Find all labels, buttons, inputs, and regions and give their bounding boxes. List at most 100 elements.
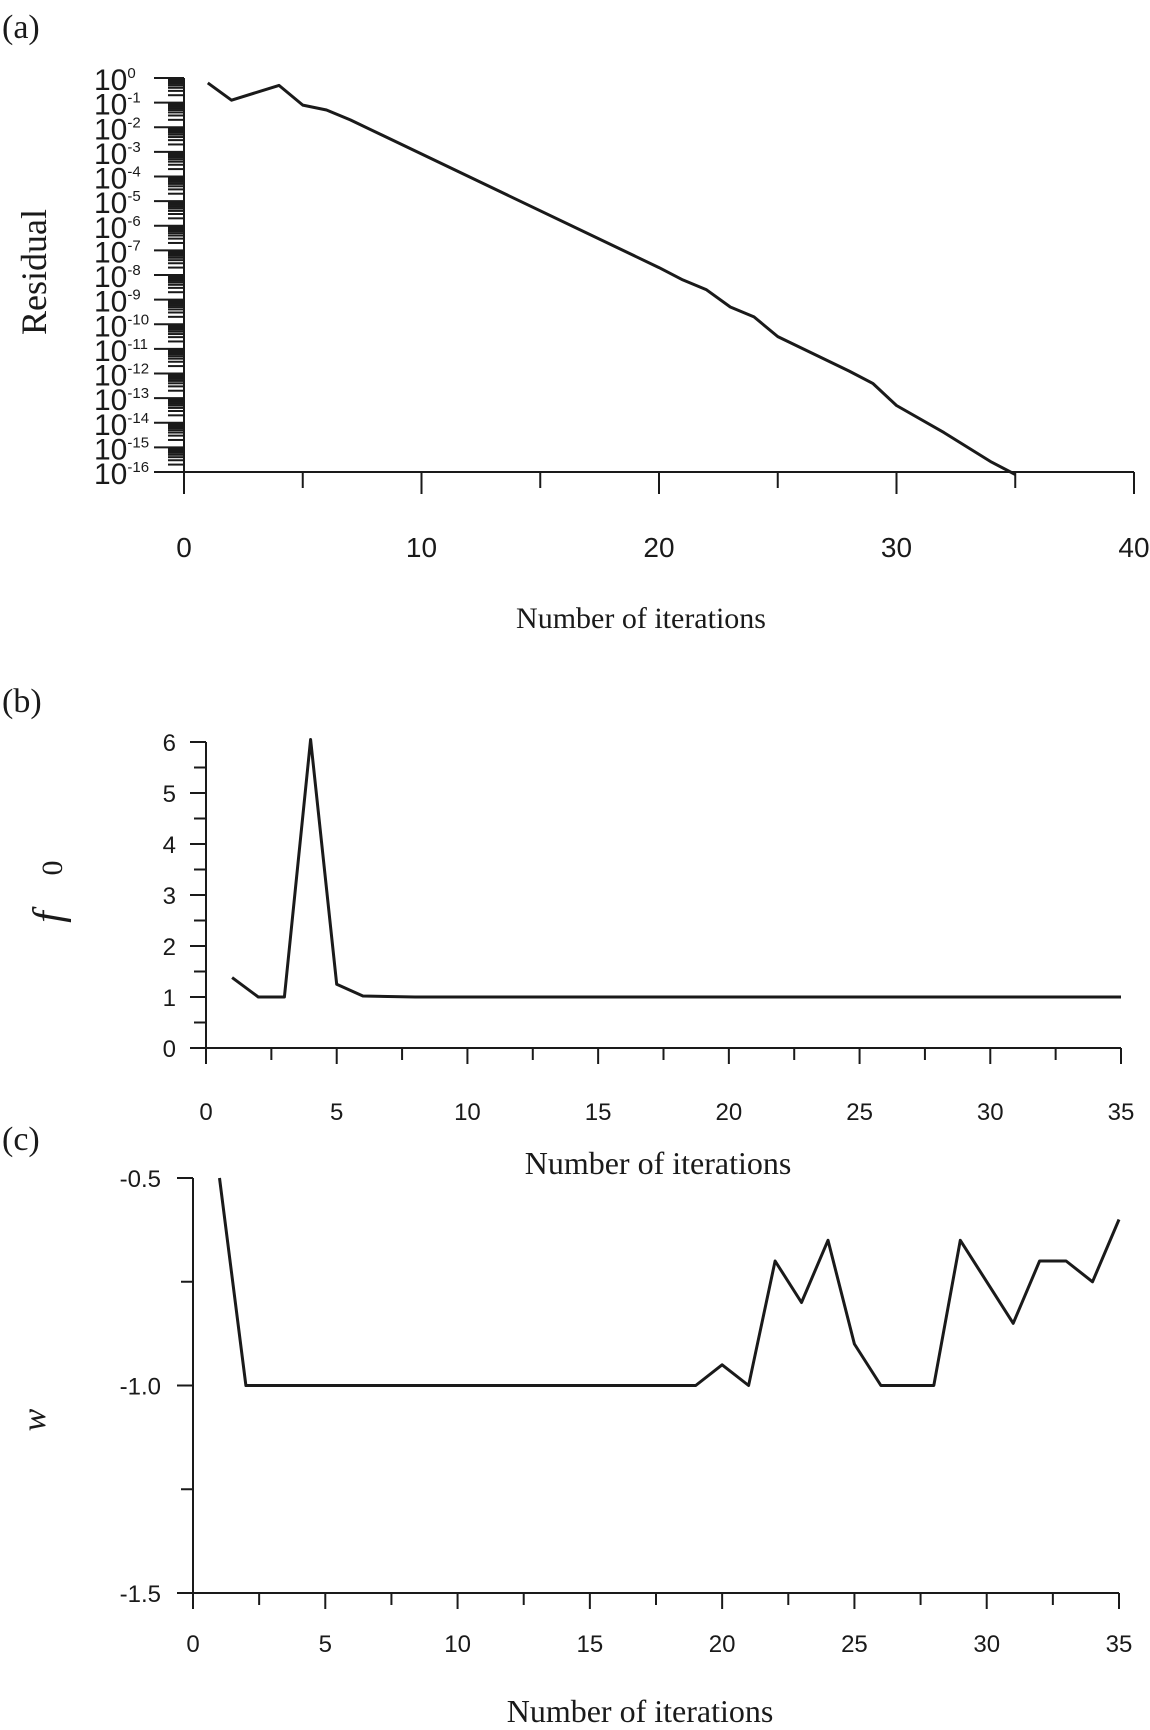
x-tick-label-b: 15 <box>585 1099 612 1126</box>
x-tick-label-a: 20 <box>643 532 674 563</box>
y-tick-label-a: 10-10 <box>94 310 149 343</box>
y-tick-label-a: 10-16 <box>94 458 149 491</box>
y-tick-label-a-exponent: -14 <box>127 410 149 427</box>
axis-ticks-c <box>177 1177 1120 1609</box>
y-tick-label-a-exponent: -7 <box>127 237 140 254</box>
y-tick-label-a: 10-6 <box>94 212 141 245</box>
y-tick-label-a-base: 10 <box>94 409 127 442</box>
y-tick-label-a: 10-13 <box>94 384 149 417</box>
y-tick-label-a-base: 10 <box>94 212 127 245</box>
y-tick-label-a-base: 10 <box>94 138 127 171</box>
x-tick-label-c: 10 <box>444 1631 471 1658</box>
y-tick-label-a-exponent: -11 <box>127 336 148 353</box>
y-tick-label-b: 1 <box>163 985 176 1012</box>
x-axis-label-c: Number of iterations <box>507 1693 774 1729</box>
w-series-line <box>218 1177 1121 1387</box>
y-tick-label-a-base: 10 <box>94 64 127 97</box>
y-tick-label-a: 10-9 <box>94 286 141 319</box>
panel-b: (b) f 0 Number of iterations 0 5 10 15 20 25 3… <box>2 683 1134 1181</box>
y-tick-label-a-base: 10 <box>94 187 127 220</box>
y-tick-label-a-exponent: -1 <box>127 90 140 107</box>
x-tick-labels-a: 0 10 20 30 40 <box>176 532 1149 563</box>
y-tick-label-c: -1.5 <box>120 1581 161 1608</box>
y-tick-label-a: 10-8 <box>94 261 141 294</box>
y-tick-label-a-base: 10 <box>94 310 127 343</box>
y-tick-label-a: 10-14 <box>94 409 149 442</box>
y-tick-label-a: 10-4 <box>94 163 141 196</box>
y-axis-label-a: Residual <box>14 209 54 335</box>
y-tick-label-b: 3 <box>163 883 176 910</box>
y-tick-label-a: 10-3 <box>94 138 141 171</box>
x-axis-label-b: Number of iterations <box>525 1145 792 1181</box>
x-tick-label-c: 35 <box>1106 1631 1133 1658</box>
y-tick-label-a-base: 10 <box>94 113 127 146</box>
x-tick-labels-c: 0 5 10 15 20 25 30 35 <box>186 1631 1132 1658</box>
y-tick-label-a-base: 10 <box>94 360 127 393</box>
y-tick-label-a-exponent: 0 <box>127 65 135 82</box>
y-tick-label-a-base: 10 <box>94 261 127 294</box>
panel-label-b: (b) <box>2 683 42 720</box>
y-tick-label-b: 5 <box>163 781 176 808</box>
y-tick-label-a: 10-11 <box>94 335 148 368</box>
y-tick-label-a: 100 <box>94 64 136 97</box>
y-tick-label-a-base: 10 <box>94 384 127 417</box>
x-tick-label-a: 10 <box>406 532 437 563</box>
residual-series-line <box>206 81 1016 476</box>
panel-c: (c) w Number of iterations 0 5 10 15 20 25 30 3… <box>2 1121 1132 1729</box>
y-tick-label-a: 10-1 <box>94 89 141 122</box>
x-tick-label-c: 25 <box>841 1631 868 1658</box>
y-tick-label-a: 10-2 <box>94 113 141 146</box>
x-tick-label-c: 20 <box>709 1631 736 1658</box>
y-tick-label-a: 10-12 <box>94 360 149 393</box>
y-tick-label-a-base: 10 <box>94 286 127 319</box>
x-tick-label-b: 20 <box>716 1099 743 1126</box>
y-axis-label-b-main: f <box>26 906 72 923</box>
x-tick-label-b: 35 <box>1108 1099 1135 1126</box>
x-tick-label-c: 0 <box>186 1631 199 1658</box>
y-tick-label-a-base: 10 <box>94 163 127 196</box>
x-tick-label-b: 0 <box>199 1099 212 1126</box>
y-tick-label-c: -0.5 <box>120 1166 161 1193</box>
y-tick-label-a: 10-7 <box>94 236 141 269</box>
x-tick-label-c: 5 <box>319 1631 332 1658</box>
panel-label-c: (c) <box>2 1121 40 1158</box>
x-axis-label-a: Number of iterations <box>516 602 766 635</box>
y-tick-label-a-base: 10 <box>94 236 127 269</box>
x-tick-label-a: 40 <box>1118 532 1149 563</box>
y-tick-label-a-exponent: -8 <box>127 262 140 279</box>
y-tick-label-a-exponent: -6 <box>127 213 140 230</box>
x-tick-label-c: 30 <box>973 1631 1000 1658</box>
y-tick-labels-b: 0 1 2 3 4 5 6 <box>163 730 176 1063</box>
x-tick-labels-b: 0 5 10 15 20 25 30 35 <box>199 1099 1134 1126</box>
y-tick-label-a-exponent: -12 <box>127 361 149 378</box>
y-tick-label-c: -1.0 <box>120 1374 161 1401</box>
f0-series-line <box>231 738 1121 999</box>
y-tick-label-a-exponent: -3 <box>127 139 140 156</box>
y-tick-labels-a: 10010-110-210-310-410-510-610-710-810-91… <box>94 64 149 491</box>
y-tick-label-a-base: 10 <box>94 458 127 491</box>
y-tick-label-b: 0 <box>163 1036 176 1063</box>
y-tick-label-a-base: 10 <box>94 433 127 466</box>
y-tick-label-a-exponent: -2 <box>127 114 140 131</box>
y-tick-label-a-base: 10 <box>94 335 127 368</box>
y-tick-label-a: 10-5 <box>94 187 141 220</box>
y-tick-label-a-exponent: -10 <box>127 311 149 328</box>
y-tick-label-b: 2 <box>163 934 176 961</box>
x-tick-label-a: 0 <box>176 532 192 563</box>
y-tick-label-a-exponent: -16 <box>127 459 149 476</box>
x-tick-label-a: 30 <box>881 532 912 563</box>
panel-a: (a) Residual Number of iterations 0 10 20 3… <box>2 9 1150 635</box>
x-tick-label-b: 5 <box>330 1099 343 1126</box>
y-tick-label-a-exponent: -4 <box>127 164 140 181</box>
axis-ticks-a <box>154 77 1135 494</box>
y-tick-labels-c: -1.5 -1.0 -0.5 <box>120 1166 161 1608</box>
y-tick-label-a-base: 10 <box>94 89 127 122</box>
y-tick-label-a-exponent: -5 <box>127 188 140 205</box>
x-tick-label-b: 25 <box>846 1099 873 1126</box>
y-tick-label-a-exponent: -9 <box>127 287 140 304</box>
x-tick-label-b: 30 <box>977 1099 1004 1126</box>
y-tick-label-b: 4 <box>163 832 176 859</box>
x-tick-label-c: 15 <box>577 1631 604 1658</box>
y-tick-label-a-exponent: -15 <box>127 434 149 451</box>
